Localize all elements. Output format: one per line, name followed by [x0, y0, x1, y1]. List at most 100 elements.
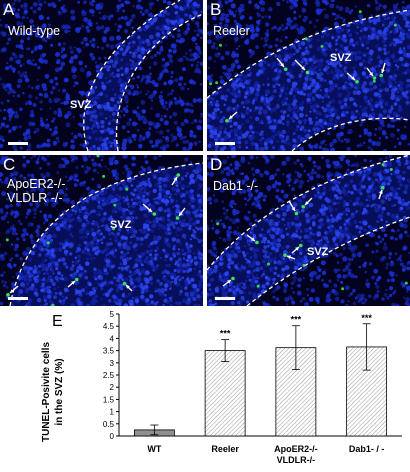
tunel-positive-cell [125, 187, 129, 191]
y-tick-label: 0.5 [103, 420, 115, 429]
tunel-positive-cell [102, 174, 106, 178]
tunel-positive-cell [298, 243, 303, 248]
panel-letter-e: E [52, 313, 63, 330]
y-tick-label: 1.5 [103, 395, 115, 404]
panel-title-b: Reeler [213, 24, 250, 38]
y-tick-label: 2.5 [103, 371, 115, 380]
arrow-head-icon [379, 190, 383, 194]
chart-plot-area: 0 0.5 1 1.5 2 2.5 3 3.5 4 4.5 5 WT *** Reeler *** ApoER… [103, 310, 402, 465]
category-label: Dab1- / - [349, 444, 385, 454]
tunel-positive-cell [255, 240, 259, 245]
tunel-positive-cell [341, 287, 345, 291]
tunel-positive-cell [358, 10, 362, 14]
tunel-positive-cell [305, 70, 310, 75]
scale-bar [8, 142, 28, 145]
arrow-head-icon [71, 281, 75, 285]
tunel-bar-chart: E TUNEL-Posivite cells in the SVZ (%) 0 0… [41, 310, 402, 465]
tunel-positive-cell [231, 276, 235, 281]
micrograph-panel-c: C ApoER2-/- VLDLR -/- SVZ [0, 155, 203, 306]
tunel-positive-cell [225, 118, 229, 123]
tunel-positive-cell [6, 292, 10, 297]
tunel-positive-cell [381, 163, 385, 167]
tunel-positive-cell [283, 253, 287, 258]
svz-boundary-line [207, 155, 410, 271]
tunel-positive-cell [209, 82, 213, 86]
arrow-head-icon [251, 237, 255, 241]
tunel-positive-cell [96, 155, 100, 158]
micrograph-panel-b: B Reeler SVZ [207, 0, 410, 151]
tunel-positive-cell [219, 43, 222, 47]
arrow-head-icon [227, 280, 231, 284]
arrow-head-icon [287, 255, 291, 259]
category-sublabel: VLDLR-/- [277, 455, 316, 465]
arrow-head-icon [280, 63, 284, 67]
scale-bar [215, 297, 235, 300]
panel-title-b-line-1: Reeler [213, 24, 250, 38]
panel-title-c-line-1: ApoER2-/- [7, 177, 66, 191]
y-axis-label-line-2: in the SVZ (%) [54, 358, 65, 425]
svz-boundary-line [246, 216, 410, 306]
micrograph-image-c [0, 155, 203, 306]
scale-bar [8, 297, 28, 300]
tunel-positive-cell [51, 303, 55, 306]
arrow-head-icon [126, 285, 130, 289]
arrow-head-icon [291, 207, 295, 211]
tunel-positive-cell [301, 204, 306, 209]
significance-label: *** [291, 315, 302, 325]
scale-bar [215, 142, 235, 145]
category-label: ApoER2-/- [274, 444, 318, 454]
y-tick-label: 0 [110, 432, 115, 441]
tunel-positive-cell [393, 23, 397, 27]
tunel-positive-cell [320, 44, 324, 48]
svz-label-c: SVZ [110, 219, 132, 231]
arrow-head-icon [381, 69, 385, 73]
tunel-positive-cell [256, 284, 260, 288]
y-tick-label: 5 [110, 310, 115, 319]
micrograph-image-d [207, 155, 410, 306]
tunel-positive-cell [215, 81, 219, 85]
tunel-positive-cell [216, 222, 220, 226]
tunel-positive-cell [355, 79, 359, 84]
tunel-positive-cell [176, 173, 181, 177]
arrow-head-icon [301, 66, 305, 70]
y-tick-label: 1 [110, 408, 115, 417]
arrow-head-icon [369, 72, 373, 76]
micrograph-image-b [207, 0, 410, 151]
panel-letter-c: C [3, 155, 16, 174]
svz-boundary-line [9, 162, 203, 306]
tunel-positive-cell [175, 216, 180, 220]
svz-boundary-line [291, 117, 410, 151]
arrow-head-icon [305, 201, 309, 205]
category-label: Reeler [211, 444, 239, 454]
tunel-positive-cell [5, 238, 9, 242]
y-tick-label: 4.5 [103, 322, 115, 331]
svz-label-d: SVZ [307, 246, 329, 258]
svz-boundary-line [83, 0, 181, 151]
bar-1 [204, 350, 246, 437]
y-axis-label-line-1: TUNEL-Posivite cells [41, 342, 52, 442]
tunel-positive-cell [304, 37, 308, 41]
micrograph-panel-d: D Dab1 -/- SVZ [207, 155, 410, 306]
tunel-positive-cell [372, 76, 377, 80]
panel-letter-b: B [210, 0, 222, 19]
tunel-positive-cell [152, 212, 157, 216]
panel-title-a-line-1: Wild-type [8, 24, 61, 38]
panel-letter-a: A [3, 0, 15, 19]
y-tick-label: 2 [110, 383, 115, 392]
panel-letter-d: D [210, 155, 223, 174]
tunel-positive-cell [283, 67, 288, 72]
arrow-head-icon [173, 177, 177, 181]
tunel-positive-cell [113, 203, 117, 207]
arrow-head-icon [295, 247, 299, 251]
tunel-positive-cell [302, 263, 306, 267]
tunel-positive-cell [379, 73, 384, 78]
significance-label: *** [220, 329, 231, 339]
panel-title-c-line-2: VLDLR -/- [7, 191, 63, 205]
micrograph-panel-a: A Wild-type SVZ [0, 0, 203, 151]
svz-boundary-line [207, 9, 410, 99]
svz-label-b: SVZ [330, 52, 352, 64]
tunel-positive-cell [267, 262, 270, 266]
tunel-positive-cell [380, 185, 385, 190]
panel-title-c: ApoER2-/- VLDLR -/- [7, 177, 65, 205]
panel-title-d: Dab1 -/- [213, 179, 258, 193]
